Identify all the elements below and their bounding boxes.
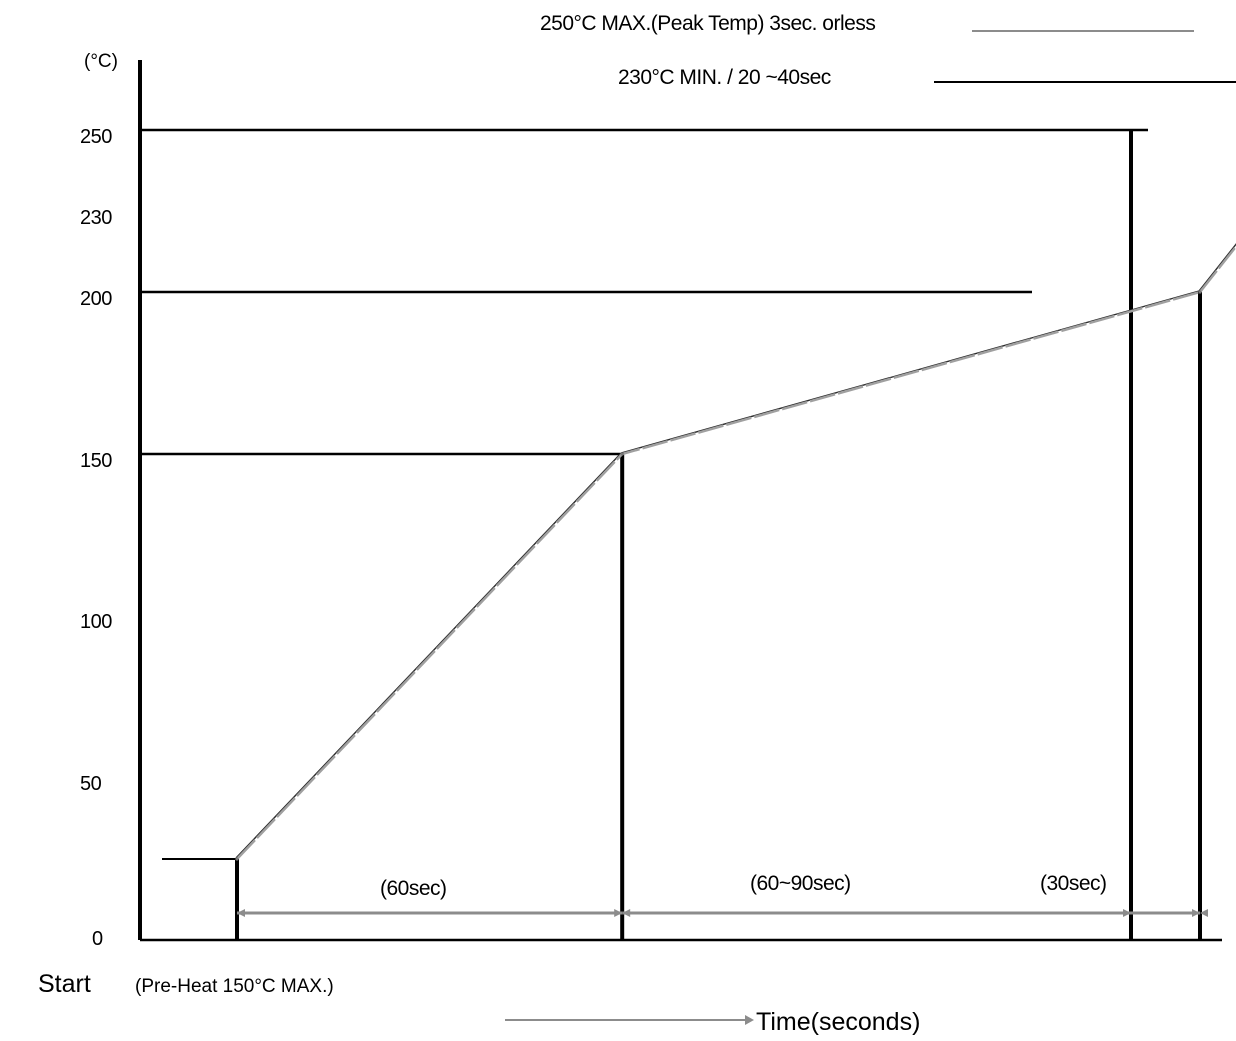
y-tick-label-250: 250 xyxy=(80,126,112,148)
y-tick-labels: 250 230 200 150 100 50 0 xyxy=(80,126,113,950)
profile-point-0 xyxy=(235,857,239,861)
x-axis-label: Time(seconds) xyxy=(756,1008,920,1036)
y-axis-label: (°C) xyxy=(84,51,118,72)
start-label: Start xyxy=(38,970,91,998)
interval-arrow-head-left-0 xyxy=(237,909,245,917)
profile-point-2 xyxy=(1198,290,1202,294)
temperature-profile xyxy=(235,243,1236,861)
interval-label-soak: (60~90sec) xyxy=(750,872,851,895)
y-tick-label-100: 100 xyxy=(80,611,112,633)
peak-annotation-lines xyxy=(934,30,1236,83)
interval-label-preheat: (60sec) xyxy=(380,877,447,900)
profile-line xyxy=(236,244,1236,860)
interval-label-reflow: (30sec) xyxy=(1040,872,1107,895)
y-tick-label-50: 50 xyxy=(80,773,102,795)
interval-arrows xyxy=(237,909,1208,917)
peak-annotation: 250°C MAX.(Peak Temp) 3sec. orless xyxy=(540,12,875,35)
profile-shadow xyxy=(235,243,1236,859)
y-tick-label-200: 200 xyxy=(80,288,112,310)
interval-arrow-head-right-2 xyxy=(1123,909,1131,917)
reference-lines xyxy=(140,128,1148,860)
interval-arrow-head-right-0 xyxy=(614,909,623,917)
preheat-label: (Pre-Heat 150°C MAX.) xyxy=(135,976,334,997)
interval-arrow-head-left-2 xyxy=(1200,909,1208,917)
y-tick-label-150: 150 xyxy=(80,450,112,472)
profile-point-1 xyxy=(620,452,624,456)
y-tick-label-0: 0 xyxy=(92,928,103,950)
interval-arrow-head-left-1 xyxy=(622,909,631,917)
time-arrow-head xyxy=(745,1015,754,1025)
phase-boundaries xyxy=(235,130,1202,940)
min-annotation: 230°C MIN. / 20 ~40sec xyxy=(618,66,831,89)
y-tick-label-230: 230 xyxy=(80,207,112,229)
